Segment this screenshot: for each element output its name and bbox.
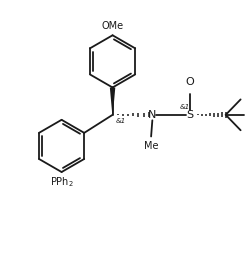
- Text: &1: &1: [116, 118, 126, 124]
- Text: OMe: OMe: [102, 21, 124, 31]
- Text: Me: Me: [144, 141, 158, 151]
- Text: &1: &1: [179, 104, 190, 110]
- Polygon shape: [110, 87, 115, 115]
- Text: N: N: [148, 110, 156, 120]
- Text: O: O: [185, 78, 194, 87]
- Text: S: S: [186, 110, 193, 120]
- Text: PPh$_2$: PPh$_2$: [50, 175, 74, 189]
